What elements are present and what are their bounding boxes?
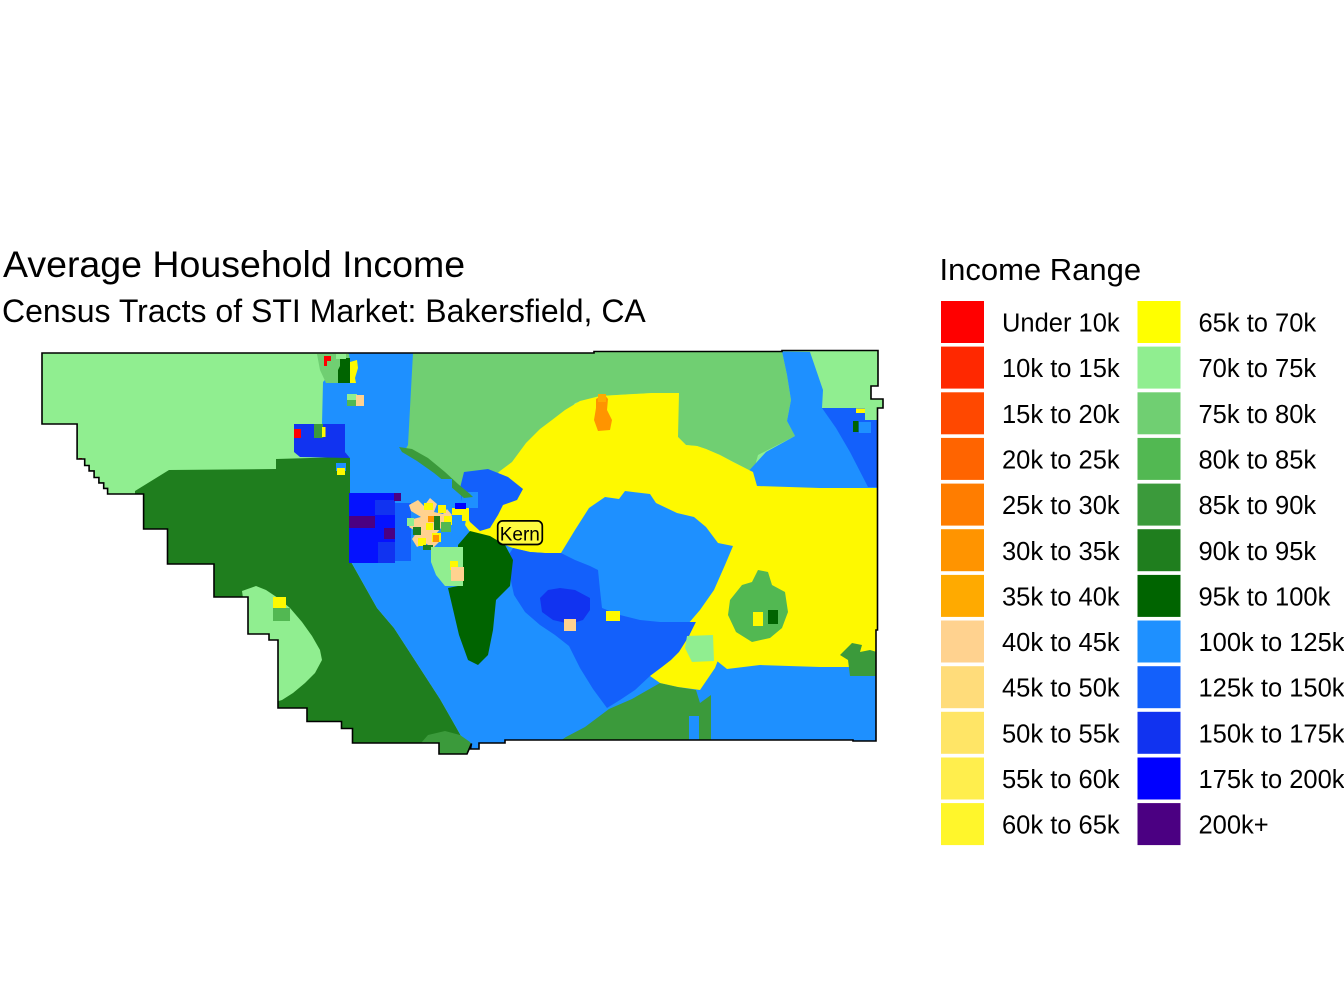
svg-text:200k+: 200k+ [1199, 812, 1269, 840]
svg-text:125k to 150k: 125k to 150k [1199, 675, 1344, 703]
svg-text:60k to 65k: 60k to 65k [1002, 812, 1120, 840]
svg-text:85k to 90k: 85k to 90k [1199, 492, 1317, 520]
svg-text:Average Household Income: Average Household Income [3, 243, 465, 285]
svg-text:20k to 25k: 20k to 25k [1002, 447, 1120, 475]
svg-text:75k to 80k: 75k to 80k [1199, 401, 1317, 429]
svg-text:50k to 55k: 50k to 55k [1002, 720, 1120, 748]
svg-text:Kern: Kern [500, 525, 540, 546]
svg-text:25k to 30k: 25k to 30k [1002, 492, 1120, 520]
svg-text:70k to 75k: 70k to 75k [1199, 355, 1317, 383]
svg-text:Under 10k: Under 10k [1002, 310, 1120, 338]
svg-text:30k to 35k: 30k to 35k [1002, 538, 1120, 566]
svg-text:150k to 175k: 150k to 175k [1199, 720, 1344, 748]
svg-text:15k to 20k: 15k to 20k [1002, 401, 1120, 429]
svg-text:Census Tracts of STI Market: B: Census Tracts of STI Market: Bakersfield… [2, 293, 646, 329]
svg-text:45k to 50k: 45k to 50k [1002, 675, 1120, 703]
svg-text:100k to 125k: 100k to 125k [1199, 629, 1344, 657]
svg-text:35k to 40k: 35k to 40k [1002, 583, 1120, 611]
svg-text:Income Range: Income Range [940, 252, 1142, 287]
svg-text:80k to 85k: 80k to 85k [1199, 447, 1317, 475]
svg-text:95k to 100k: 95k to 100k [1199, 583, 1331, 611]
svg-text:90k to 95k: 90k to 95k [1199, 538, 1317, 566]
svg-text:40k to 45k: 40k to 45k [1002, 629, 1120, 657]
svg-text:175k to 200k: 175k to 200k [1199, 766, 1344, 794]
svg-text:65k to 70k: 65k to 70k [1199, 310, 1317, 338]
svg-text:10k to 15k: 10k to 15k [1002, 355, 1120, 383]
svg-text:55k to 60k: 55k to 60k [1002, 766, 1120, 794]
